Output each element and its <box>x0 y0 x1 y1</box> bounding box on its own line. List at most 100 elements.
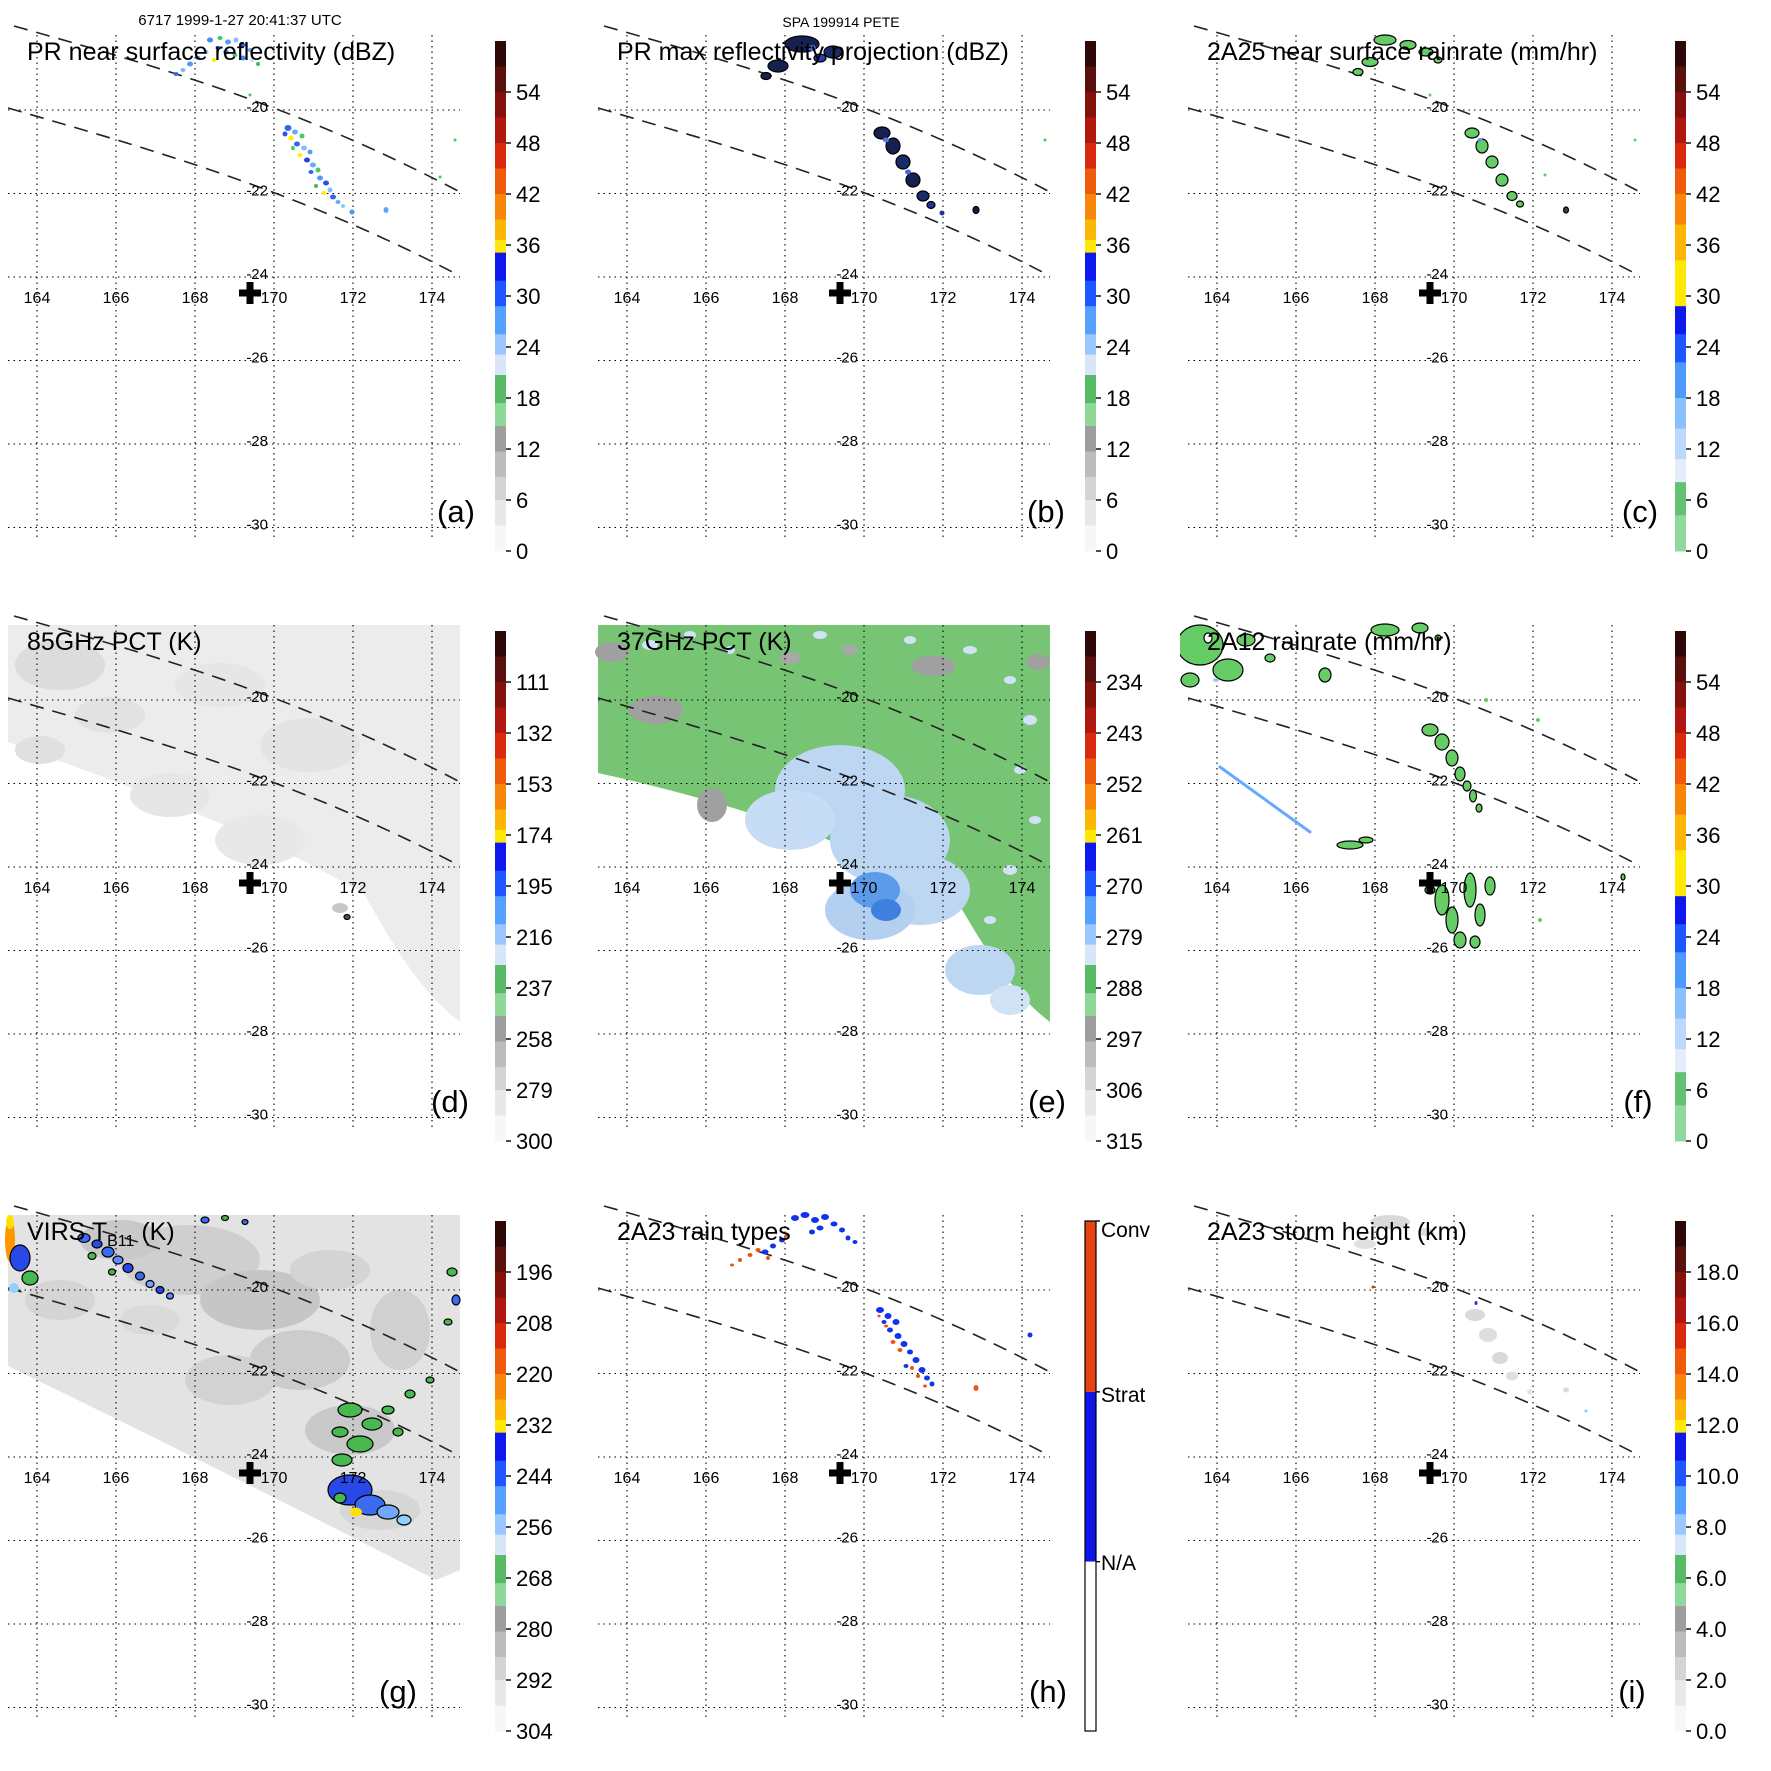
colorbar-segment <box>1675 1297 1686 1324</box>
colorbar-label: 36 <box>516 233 540 258</box>
field-patch <box>911 656 955 676</box>
colorbar-label: 18 <box>516 386 540 411</box>
data-blob <box>830 1221 838 1227</box>
data-blob <box>233 37 239 43</box>
colorbar-segment <box>495 896 506 925</box>
y-tick-label: -20 <box>836 99 858 116</box>
data-blob <box>1180 672 1200 688</box>
colorbar-label: 6 <box>516 488 528 513</box>
colorbar-segment <box>1085 896 1096 925</box>
swath-edge-dashed-line <box>7 1287 461 1457</box>
field-patch <box>130 773 210 817</box>
data-blob <box>145 1279 155 1289</box>
map-h: 164 166 168 170 172 174 -20 -22 -24 -26 -28 -30 2A23… <box>597 1205 1151 1732</box>
field-patch <box>842 645 858 655</box>
y-tick-label: -24 <box>1426 266 1448 283</box>
data-blob <box>1620 873 1626 881</box>
x-tick-label: 166 <box>103 880 130 897</box>
data-blob <box>813 53 827 63</box>
data-blob <box>323 180 329 186</box>
x-tick-label: 164 <box>614 1470 641 1487</box>
data-blob <box>809 1229 815 1235</box>
data-blob <box>6 1215 14 1229</box>
colorbar-segment <box>1085 403 1096 427</box>
colorbar-label: 18.0 <box>1696 1260 1739 1285</box>
data-blob <box>77 1232 91 1244</box>
colorbar-label: 48 <box>516 131 540 156</box>
swath-edge-dashed-line <box>7 697 461 867</box>
panel-e: 164 166 168 170 172 174 -20 -22 -24 -26 -28 -30 37GH… <box>590 590 1180 1180</box>
colorbar-label: 256 <box>516 1515 553 1540</box>
colorbar-label: N/A <box>1101 1552 1136 1575</box>
data-blob <box>816 1225 824 1231</box>
panel-title: PR max reflectivity projection (dBZ) <box>617 38 1009 66</box>
x-tick-label: 170 <box>261 880 288 897</box>
colorbar-label: 54 <box>1106 80 1130 105</box>
data-blob <box>155 1285 165 1295</box>
colorbar-outline <box>1084 1220 1097 1732</box>
data-blob <box>1454 766 1466 782</box>
colorbar-segment <box>1675 733 1686 759</box>
data-blob <box>249 58 255 62</box>
field-patch <box>990 985 1030 1015</box>
x-tick-label: 170 <box>851 1470 878 1487</box>
colorbar-segment <box>1675 459 1686 483</box>
data-blob <box>1370 623 1400 637</box>
colorbar-label: 36 <box>1106 233 1130 258</box>
data-blob <box>885 137 901 155</box>
colorbar-segment <box>1675 1534 1686 1556</box>
field-patch <box>1023 715 1037 725</box>
colorbar-label: 243 <box>1106 721 1143 746</box>
y-tick-label: -28 <box>836 1023 858 1040</box>
colorbar-segment <box>1675 1072 1686 1106</box>
panel-title: 37GHz PCT (K) <box>617 628 792 656</box>
field-patch <box>813 631 827 639</box>
colorbar-segment <box>1675 952 1686 989</box>
colorbar-segment <box>1085 656 1096 683</box>
data-blob <box>297 153 303 157</box>
y-tick-label: -24 <box>836 266 858 283</box>
y-tick-label: -30 <box>246 1107 268 1124</box>
x-tick-label: 168 <box>182 1470 209 1487</box>
data-blob <box>918 1367 926 1373</box>
colorbar-segment <box>1085 965 1096 994</box>
colorbar-segment <box>1675 656 1686 683</box>
colorbar-segment <box>495 1460 506 1487</box>
data-blob <box>1464 127 1480 139</box>
x-tick-label: 172 <box>930 880 957 897</box>
data-blob <box>1492 1352 1508 1364</box>
colorbar-segment <box>1085 334 1096 356</box>
colorbar-label: 270 <box>1106 874 1143 899</box>
colorbar-segment <box>495 451 506 478</box>
swath-edge-dashed-line <box>597 1287 1051 1457</box>
y-tick-label: -24 <box>246 266 268 283</box>
colorbar-label: 24 <box>1696 925 1720 950</box>
data-blob <box>821 1214 829 1220</box>
field-patch <box>1029 816 1041 824</box>
data-blob <box>173 72 179 76</box>
colorbar-segment <box>495 252 506 282</box>
colorbar-segment <box>495 1399 506 1421</box>
data-blob <box>134 1271 146 1281</box>
data-blob <box>1264 653 1276 663</box>
x-tick-label: 170 <box>851 290 878 307</box>
data-blob <box>895 154 911 170</box>
x-tick-label: 172 <box>930 290 957 307</box>
colorbar-segment <box>495 1090 506 1116</box>
storm-center-marker <box>239 1462 261 1484</box>
data-blob <box>315 167 321 173</box>
x-tick-label: 164 <box>24 1470 51 1487</box>
colorbar-segment <box>1675 1399 1686 1421</box>
colorbar-label: 0 <box>516 539 528 564</box>
data-blob <box>766 1256 770 1260</box>
colorbar-segment <box>495 426 506 453</box>
y-tick-label: -22 <box>836 1363 858 1380</box>
data-blob <box>341 204 345 208</box>
data-blob <box>1213 678 1219 682</box>
data-blob <box>808 45 816 51</box>
field-patch <box>1026 654 1050 670</box>
map-d: 164 166 168 170 172 174 -20 -22 -24 -26 -28 -30 85GH… <box>7 615 553 1154</box>
data-blob <box>894 1333 902 1339</box>
colorbar-segment <box>495 707 506 734</box>
